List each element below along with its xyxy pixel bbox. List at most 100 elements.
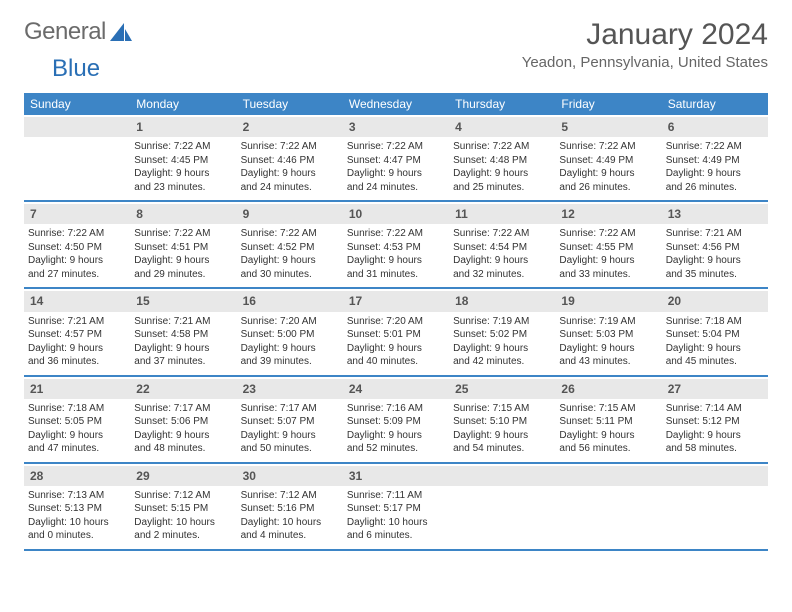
day2-text: and 2 minutes.	[134, 529, 232, 543]
sunset-text: Sunset: 4:49 PM	[559, 154, 657, 168]
sunset-text: Sunset: 5:02 PM	[453, 328, 551, 342]
day1-text: Daylight: 9 hours	[347, 254, 445, 268]
sunset-text: Sunset: 5:04 PM	[666, 328, 764, 342]
week-row: .1Sunrise: 7:22 AMSunset: 4:45 PMDayligh…	[24, 115, 768, 202]
sunrise-text: Sunrise: 7:21 AM	[666, 227, 764, 241]
day-number: 8	[130, 204, 236, 224]
sunrise-text: Sunrise: 7:13 AM	[28, 489, 126, 503]
logo-text-blue: Blue	[52, 55, 100, 82]
day-cell: 20Sunrise: 7:18 AMSunset: 5:04 PMDayligh…	[662, 289, 768, 374]
day-number: 6	[662, 117, 768, 137]
day1-text: Daylight: 9 hours	[134, 429, 232, 443]
day-cell: 11Sunrise: 7:22 AMSunset: 4:54 PMDayligh…	[449, 202, 555, 287]
day-number: 17	[343, 291, 449, 311]
day2-text: and 32 minutes.	[453, 268, 551, 282]
day1-text: Daylight: 9 hours	[241, 254, 339, 268]
day2-text: and 4 minutes.	[241, 529, 339, 543]
day-number: 1	[130, 117, 236, 137]
sunrise-text: Sunrise: 7:15 AM	[453, 402, 551, 416]
day-cell: 17Sunrise: 7:20 AMSunset: 5:01 PMDayligh…	[343, 289, 449, 374]
day-cell: 10Sunrise: 7:22 AMSunset: 4:53 PMDayligh…	[343, 202, 449, 287]
day-cell: 30Sunrise: 7:12 AMSunset: 5:16 PMDayligh…	[237, 464, 343, 549]
day1-text: Daylight: 9 hours	[559, 254, 657, 268]
day-number: 21	[24, 379, 130, 399]
day-cell: 15Sunrise: 7:21 AMSunset: 4:58 PMDayligh…	[130, 289, 236, 374]
day-number: 24	[343, 379, 449, 399]
logo: General	[24, 18, 132, 46]
day-cell: .	[555, 464, 661, 549]
day-cell: 31Sunrise: 7:11 AMSunset: 5:17 PMDayligh…	[343, 464, 449, 549]
sunset-text: Sunset: 5:06 PM	[134, 415, 232, 429]
day-cell: 16Sunrise: 7:20 AMSunset: 5:00 PMDayligh…	[237, 289, 343, 374]
day2-text: and 43 minutes.	[559, 355, 657, 369]
sunset-text: Sunset: 4:46 PM	[241, 154, 339, 168]
day1-text: Daylight: 10 hours	[241, 516, 339, 530]
day1-text: Daylight: 9 hours	[241, 342, 339, 356]
day2-text: and 33 minutes.	[559, 268, 657, 282]
sunset-text: Sunset: 4:45 PM	[134, 154, 232, 168]
day2-text: and 37 minutes.	[134, 355, 232, 369]
sunset-text: Sunset: 5:00 PM	[241, 328, 339, 342]
day1-text: Daylight: 9 hours	[453, 254, 551, 268]
day1-text: Daylight: 9 hours	[28, 254, 126, 268]
day-number: 3	[343, 117, 449, 137]
day2-text: and 26 minutes.	[666, 181, 764, 195]
day1-text: Daylight: 9 hours	[347, 167, 445, 181]
sunrise-text: Sunrise: 7:15 AM	[559, 402, 657, 416]
day-number: .	[24, 117, 130, 137]
day-number: 23	[237, 379, 343, 399]
sunset-text: Sunset: 5:03 PM	[559, 328, 657, 342]
day-cell: 3Sunrise: 7:22 AMSunset: 4:47 PMDaylight…	[343, 115, 449, 200]
day-cell: 24Sunrise: 7:16 AMSunset: 5:09 PMDayligh…	[343, 377, 449, 462]
day1-text: Daylight: 9 hours	[134, 254, 232, 268]
sunset-text: Sunset: 5:16 PM	[241, 502, 339, 516]
day-number: 26	[555, 379, 661, 399]
weekday-label: Saturday	[662, 93, 768, 115]
day-number: 9	[237, 204, 343, 224]
day1-text: Daylight: 9 hours	[453, 429, 551, 443]
day2-text: and 26 minutes.	[559, 181, 657, 195]
day2-text: and 47 minutes.	[28, 442, 126, 456]
day-number: 27	[662, 379, 768, 399]
month-title: January 2024	[522, 18, 768, 52]
sunset-text: Sunset: 4:56 PM	[666, 241, 764, 255]
day-cell: 6Sunrise: 7:22 AMSunset: 4:49 PMDaylight…	[662, 115, 768, 200]
day-cell: 25Sunrise: 7:15 AMSunset: 5:10 PMDayligh…	[449, 377, 555, 462]
day-cell: 1Sunrise: 7:22 AMSunset: 4:45 PMDaylight…	[130, 115, 236, 200]
day-cell: 19Sunrise: 7:19 AMSunset: 5:03 PMDayligh…	[555, 289, 661, 374]
day1-text: Daylight: 9 hours	[134, 342, 232, 356]
sunset-text: Sunset: 5:09 PM	[347, 415, 445, 429]
sunrise-text: Sunrise: 7:22 AM	[347, 140, 445, 154]
sunrise-text: Sunrise: 7:19 AM	[559, 315, 657, 329]
day2-text: and 54 minutes.	[453, 442, 551, 456]
sunset-text: Sunset: 4:53 PM	[347, 241, 445, 255]
day-number: 29	[130, 466, 236, 486]
day2-text: and 56 minutes.	[559, 442, 657, 456]
sunrise-text: Sunrise: 7:20 AM	[241, 315, 339, 329]
day1-text: Daylight: 9 hours	[453, 167, 551, 181]
calendar: SundayMondayTuesdayWednesdayThursdayFrid…	[24, 93, 768, 551]
sunrise-text: Sunrise: 7:12 AM	[241, 489, 339, 503]
sunrise-text: Sunrise: 7:22 AM	[134, 227, 232, 241]
sunset-text: Sunset: 4:52 PM	[241, 241, 339, 255]
day2-text: and 48 minutes.	[134, 442, 232, 456]
day-number: 20	[662, 291, 768, 311]
day1-text: Daylight: 9 hours	[559, 342, 657, 356]
day2-text: and 39 minutes.	[241, 355, 339, 369]
day-cell: .	[449, 464, 555, 549]
day1-text: Daylight: 10 hours	[347, 516, 445, 530]
sunset-text: Sunset: 4:54 PM	[453, 241, 551, 255]
week-row: 28Sunrise: 7:13 AMSunset: 5:13 PMDayligh…	[24, 464, 768, 551]
sunrise-text: Sunrise: 7:21 AM	[28, 315, 126, 329]
sunset-text: Sunset: 5:01 PM	[347, 328, 445, 342]
sunset-text: Sunset: 4:49 PM	[666, 154, 764, 168]
sunset-text: Sunset: 4:51 PM	[134, 241, 232, 255]
day2-text: and 36 minutes.	[28, 355, 126, 369]
day1-text: Daylight: 9 hours	[559, 429, 657, 443]
day-cell: 7Sunrise: 7:22 AMSunset: 4:50 PMDaylight…	[24, 202, 130, 287]
day-number: 7	[24, 204, 130, 224]
day1-text: Daylight: 10 hours	[134, 516, 232, 530]
day2-text: and 24 minutes.	[241, 181, 339, 195]
day-cell: 12Sunrise: 7:22 AMSunset: 4:55 PMDayligh…	[555, 202, 661, 287]
sunset-text: Sunset: 5:07 PM	[241, 415, 339, 429]
